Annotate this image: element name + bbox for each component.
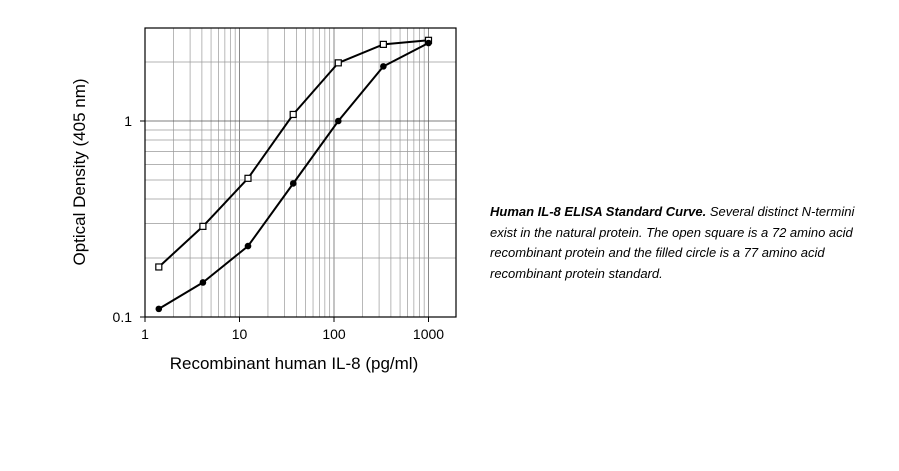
data-point-filled-circle — [289, 180, 297, 187]
caption-text: Several distinct N-termini exist in the … — [490, 204, 855, 281]
x-axis-label: Recombinant human IL-8 (pg/ml) — [170, 354, 419, 373]
data-point-open-square — [199, 222, 207, 230]
plot-frame — [144, 27, 457, 318]
y-axis-label: Optical Density (405 nm) — [70, 78, 89, 265]
data-point-filled-circle — [425, 39, 432, 47]
caption-title: Human IL-8 ELISA Standard Curve. — [490, 204, 707, 219]
series-line — [158, 42, 429, 310]
x-tick-label: 100 — [322, 326, 346, 342]
data-point-filled-circle — [244, 242, 252, 250]
x-tick-label: 1000 — [413, 326, 444, 342]
series-line — [158, 39, 429, 268]
series-open-square — [155, 36, 433, 271]
data-point-filled-circle — [155, 305, 163, 313]
data-point-filled-circle — [334, 117, 342, 125]
series-filled-circle — [155, 39, 432, 313]
x-tick-label: 10 — [232, 326, 248, 342]
x-tick-label: 1 — [141, 326, 149, 342]
data-point-filled-circle — [199, 279, 207, 286]
y-tick-label: 0.1 — [113, 309, 133, 325]
data-point-open-square — [379, 40, 387, 48]
grid-lines — [145, 28, 456, 317]
axis-ticks: 1 10 100 1000 0.1 1 — [113, 113, 445, 342]
data-point-open-square — [244, 174, 252, 182]
data-point-open-square — [334, 59, 342, 67]
data-point-open-square — [155, 263, 163, 271]
data-point-open-square — [289, 110, 297, 119]
figure-caption: Human IL-8 ELISA Standard Curve. Several… — [490, 202, 870, 284]
data-series — [155, 36, 433, 313]
data-point-filled-circle — [380, 63, 387, 70]
y-tick-label: 1 — [124, 113, 132, 129]
